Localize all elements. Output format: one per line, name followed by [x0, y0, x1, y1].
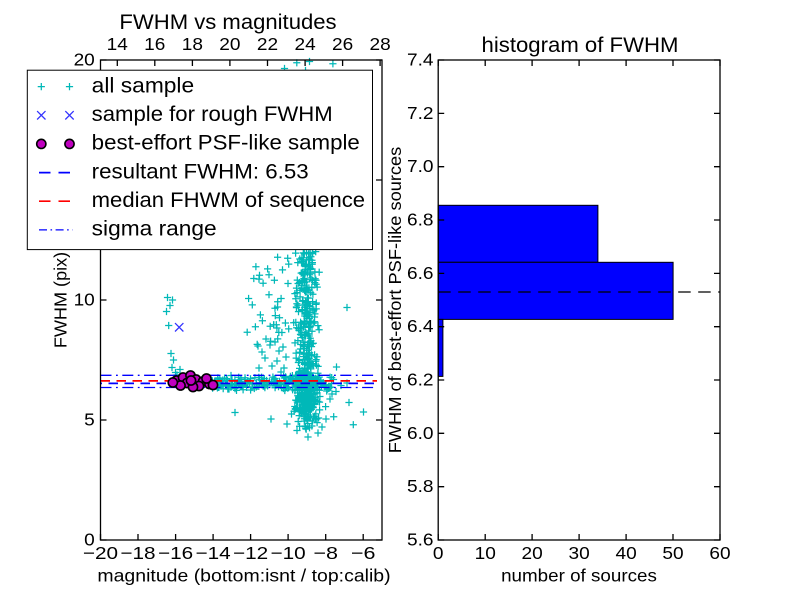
svg-text:median FHWM of sequence: median FHWM of sequence: [92, 189, 365, 212]
svg-text:−20: −20: [83, 543, 118, 563]
svg-text:22: 22: [257, 34, 278, 54]
svg-text:magnitude (bottom:isnt / top:c: magnitude (bottom:isnt / top:calib): [97, 566, 390, 586]
svg-text:5.8: 5.8: [407, 476, 434, 496]
svg-text:24: 24: [294, 34, 315, 54]
svg-text:60: 60: [709, 543, 730, 563]
svg-text:6.0: 6.0: [407, 423, 434, 443]
svg-text:7.4: 7.4: [407, 50, 434, 70]
svg-text:30: 30: [568, 543, 589, 563]
svg-text:−18: −18: [120, 543, 155, 563]
svg-text:6.2: 6.2: [407, 370, 434, 390]
svg-text:histogram of FWHM: histogram of FWHM: [482, 34, 679, 57]
svg-text:28: 28: [369, 34, 390, 54]
svg-text:−14: −14: [196, 543, 231, 563]
svg-text:16: 16: [144, 34, 165, 54]
svg-text:FWHM of best-effort PSF-like s: FWHM of best-effort PSF-like sources: [385, 147, 405, 454]
svg-text:5.6: 5.6: [407, 530, 434, 550]
svg-text:FWHM (pix): FWHM (pix): [51, 252, 71, 348]
svg-text:7.0: 7.0: [407, 156, 434, 176]
svg-text:50: 50: [662, 543, 683, 563]
svg-text:14: 14: [107, 34, 128, 54]
svg-text:all sample: all sample: [92, 74, 194, 97]
svg-text:10: 10: [74, 290, 95, 310]
svg-text:6.6: 6.6: [407, 263, 434, 283]
svg-text:sample for rough FWHM: sample for rough FWHM: [92, 103, 333, 126]
svg-text:7.2: 7.2: [407, 103, 434, 123]
svg-text:40: 40: [615, 543, 636, 563]
svg-text:20: 20: [74, 50, 95, 70]
svg-text:0: 0: [433, 543, 444, 563]
svg-text:best-effort PSF-like sample: best-effort PSF-like sample: [92, 132, 360, 155]
svg-text:26: 26: [332, 34, 353, 54]
svg-text:0: 0: [84, 530, 95, 550]
svg-text:−10: −10: [271, 543, 306, 563]
svg-text:18: 18: [182, 34, 203, 54]
svg-text:−8: −8: [313, 543, 338, 563]
svg-text:6.8: 6.8: [407, 210, 434, 230]
svg-text:FWHM vs magnitudes: FWHM vs magnitudes: [119, 11, 336, 34]
svg-text:−16: −16: [158, 543, 193, 563]
svg-text:20: 20: [219, 34, 240, 54]
svg-text:resultant FWHM: 6.53: resultant FWHM: 6.53: [92, 160, 309, 183]
svg-text:number of sources: number of sources: [501, 566, 657, 586]
svg-text:sigma range: sigma range: [92, 218, 217, 241]
svg-text:6.4: 6.4: [407, 316, 434, 336]
svg-text:10: 10: [475, 543, 496, 563]
svg-text:20: 20: [521, 543, 542, 563]
svg-text:5: 5: [84, 410, 95, 430]
svg-text:−12: −12: [233, 543, 268, 563]
svg-text:−6: −6: [351, 543, 376, 563]
